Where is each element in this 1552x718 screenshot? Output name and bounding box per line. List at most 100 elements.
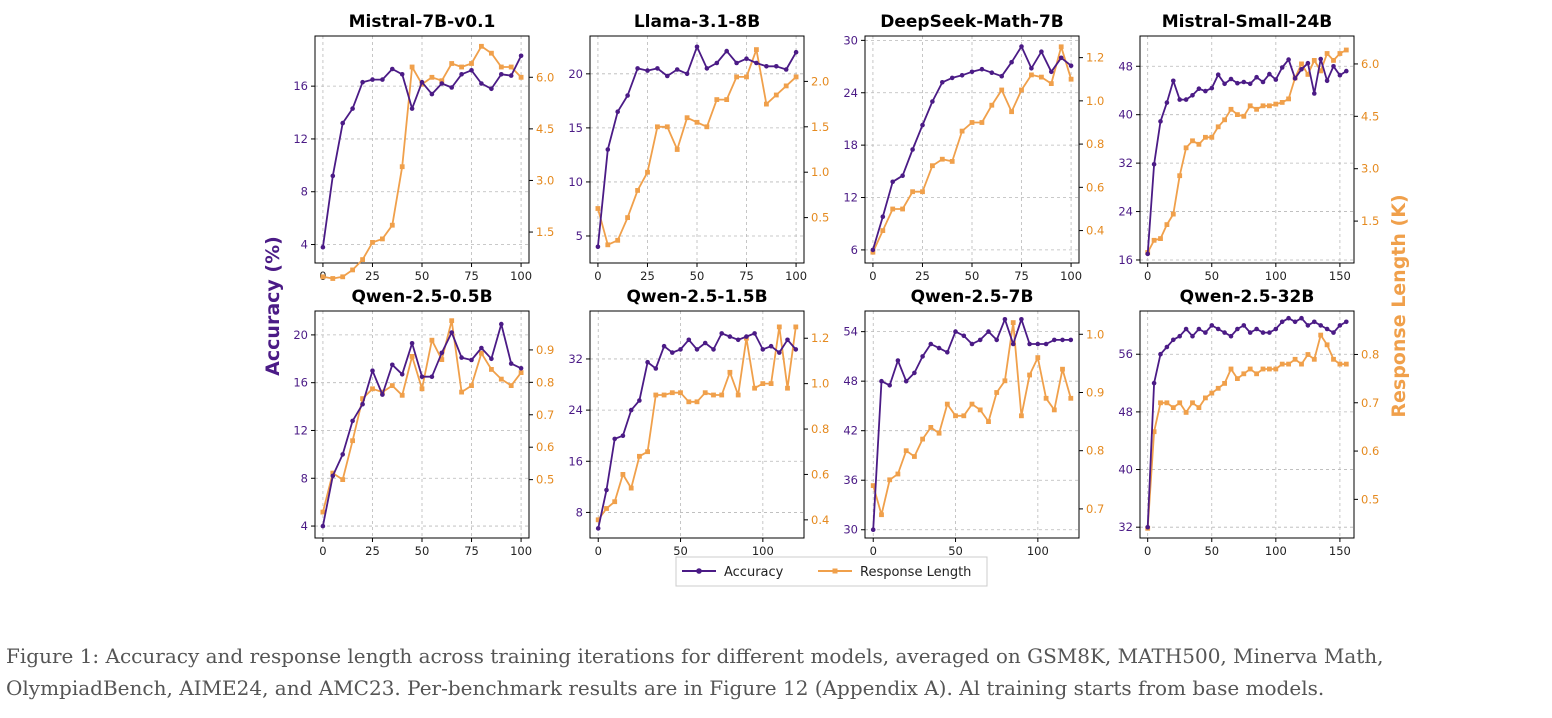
accuracy-point [508,73,514,78]
y-left-tick-label: 15 [568,121,583,135]
accuracy-point [1035,341,1041,347]
response-length-point [1002,378,1008,384]
accuracy-point [1027,341,1032,347]
accuracy-point [1158,351,1163,357]
accuracy-point [595,244,601,250]
accuracy-point [900,173,905,178]
response-length-point [754,47,759,52]
x-tick-label: 75 [1014,269,1029,283]
response-length-point [702,390,708,396]
response-length-point [489,50,494,56]
response-length-point [724,97,730,102]
accuracy-point [330,173,336,179]
y-axis-label-accuracy: Accuracy (%) [262,236,284,376]
accuracy-point [1324,326,1330,332]
x-tick-label: 50 [690,269,705,283]
response-length-point [744,74,749,80]
accuracy-point [879,378,884,384]
response-length-point [645,169,650,175]
accuracy-point [694,44,700,50]
accuracy-point [1039,49,1044,54]
accuracy-point [930,99,935,104]
y-left-tick-label: 48 [1118,405,1133,419]
response-length-point [793,324,799,330]
y-right-tick-label: 0.5 [1361,492,1379,506]
response-length-point [429,337,435,343]
accuracy-point [945,350,950,355]
accuracy-point [1279,65,1285,70]
y-right-tick-label: 0.6 [1086,180,1104,194]
y-right-tick-label: 6.0 [536,70,554,84]
x-tick-label: 100 [1265,544,1287,558]
response-length-point [999,87,1005,93]
figure-caption: Figure 1: Accuracy and response length a… [6,640,1546,704]
panel-title: Mistral-Small-24B [1162,12,1332,32]
response-length-point [1273,366,1279,372]
response-length-point [735,392,741,398]
y-right-tick-label: 0.8 [536,375,554,389]
accuracy-point [1209,85,1215,91]
response-length-point [399,164,405,170]
accuracy-point [439,350,445,356]
accuracy-point [887,383,892,388]
accuracy-point [1183,97,1189,102]
response-length-point [1183,410,1189,415]
accuracy-point [1247,81,1253,87]
response-length-point [719,392,725,398]
accuracy-point [1203,88,1208,94]
accuracy-point [1190,333,1195,339]
response-length-point [734,74,739,80]
y-left-tick-label: 8 [576,505,583,519]
accuracy-point [449,330,455,335]
accuracy-point [920,122,925,128]
response-length-point [1027,372,1032,378]
accuracy-point [1058,55,1064,61]
accuracy-point [499,321,504,327]
response-length-point [518,370,524,375]
response-length-point [969,401,975,407]
x-tick-label: 0 [319,544,326,558]
x-tick-label: 25 [365,544,380,558]
x-tick-label: 100 [785,269,807,283]
legend-accuracy-label: Accuracy [724,565,784,580]
y-left-tick-label: 32 [568,352,583,366]
accuracy-point [1029,66,1034,71]
accuracy-point [1164,100,1170,105]
response-length-point [1177,173,1183,179]
response-length-point [479,43,484,49]
response-length-point [1060,366,1065,372]
accuracy-point [684,71,690,77]
accuracy-point [1286,57,1291,62]
response-length-point [1196,141,1202,147]
response-length-point [360,257,365,262]
response-length-point [1247,103,1253,109]
accuracy-point [989,70,995,75]
response-length-point [768,381,774,386]
y-right-tick-label: 1.2 [811,331,829,345]
accuracy-point [752,331,757,336]
response-length-point [653,392,659,398]
y-right-tick-label: 0.8 [1086,137,1104,151]
accuracy-point [320,523,326,529]
y-left-tick-label: 4 [301,238,308,252]
response-length-point [1039,74,1044,80]
accuracy-point [399,72,405,77]
accuracy-point [1312,91,1317,96]
y-left-tick-label: 12 [293,423,308,437]
response-length-point [360,396,365,401]
response-length-point [1337,51,1343,56]
response-length-point [1068,395,1074,401]
accuracy-point [380,392,385,397]
response-length-point [595,517,601,523]
accuracy-point [489,356,494,362]
accuracy-point [714,60,720,66]
response-length-point [928,425,934,430]
y-right-tick-label: 0.5 [536,473,554,487]
accuracy-point [912,370,917,376]
y-left-tick-label: 16 [1118,253,1133,267]
accuracy-point [1254,326,1259,332]
accuracy-point [1318,56,1323,62]
x-tick-label: 100 [1265,269,1287,283]
y-left-tick-label: 30 [843,523,858,537]
y-right-tick-label: 1.5 [811,120,829,134]
